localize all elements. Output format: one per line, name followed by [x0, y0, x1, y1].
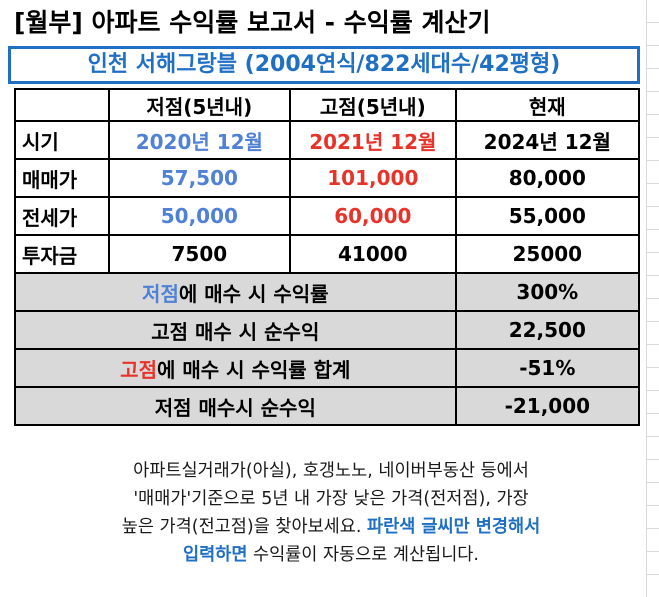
summary-label[interactable]: 고점 매수 시 순수익 [14, 310, 457, 350]
summary-label-text: 고점 매수 시 순수익 [151, 319, 320, 344]
note-line: 아파트실거래가(아실), 호갱노노, 네이버부동산 등에서 [133, 461, 529, 481]
column-header-high[interactable]: 고점(5년내) [289, 88, 457, 122]
summary-label-text: 에 매수 시 수익률 [178, 281, 329, 306]
subtitle-cell[interactable]: 인천 서해그랑블 (2004연식/822세대수/42평형) [8, 46, 640, 84]
note-line: '매매가'기준으로 5년 내 가장 낮은 가격(전저점), 가장 [133, 489, 529, 509]
summary-value[interactable]: -21,000 [454, 386, 641, 426]
summary-label-highlight: 고점 [120, 357, 157, 382]
note-line: 높은 가격(전고점)을 찾아보세요. 파란색 글씨만 변경해서 [22, 513, 640, 541]
high-jeonse-cell[interactable]: 60,000 [289, 196, 457, 236]
column-header-now[interactable]: 현재 [454, 88, 641, 122]
summary-row: 고점에 매수 시 수익률 합계 -51% [14, 348, 641, 388]
row-label[interactable]: 시기 [14, 120, 110, 160]
instruction-note: 아파트실거래가(아실), 호갱노노, 네이버부동산 등에서 '매매가'기준으로 … [22, 457, 640, 569]
high-date-cell[interactable]: 2021년 12월 [289, 120, 457, 160]
high-sale-price-cell[interactable]: 101,000 [289, 158, 457, 198]
table-row: 시기 2020년 12월 2021년 12월 2024년 12월 [14, 120, 641, 160]
row-label[interactable]: 매매가 [14, 158, 110, 198]
summary-label[interactable]: 저점 매수시 순수익 [14, 386, 457, 426]
row-label[interactable]: 투자금 [14, 234, 110, 274]
note-background [14, 440, 640, 590]
summary-label[interactable]: 저점에 매수 시 수익률 [14, 272, 457, 312]
note-emphasis: 파란색 글씨만 변경해서 [367, 517, 541, 537]
summary-value[interactable]: 300% [454, 272, 641, 312]
page-title: [월부] 아파트 수익률 보고서 - 수익률 계산기 [14, 8, 491, 37]
low-investment-cell[interactable]: 7500 [107, 234, 292, 274]
note-emphasis: 입력하면 [183, 545, 248, 565]
now-date-cell[interactable]: 2024년 12월 [454, 120, 641, 160]
sheet-gridlines [646, 0, 659, 597]
now-sale-price-cell[interactable]: 80,000 [454, 158, 641, 198]
corner-cell[interactable] [14, 88, 110, 122]
table-row: 매매가 57,500 101,000 80,000 [14, 158, 641, 198]
note-text: 수익률이 자동으로 계산됩니다. [247, 545, 479, 565]
summary-label-highlight: 저점 [142, 281, 179, 306]
table-row: 투자금 7500 41000 25000 [14, 234, 641, 274]
summary-row: 저점 매수시 순수익 -21,000 [14, 386, 641, 426]
row-label[interactable]: 전세가 [14, 196, 110, 236]
column-header-low[interactable]: 저점(5년내) [107, 88, 292, 122]
summary-label-text: 에 매수 시 수익률 합계 [156, 357, 351, 382]
header-row: 저점(5년내) 고점(5년내) 현재 [14, 88, 641, 122]
low-sale-price-cell[interactable]: 57,500 [107, 158, 292, 198]
note-line: 입력하면 수익률이 자동으로 계산됩니다. [22, 541, 640, 569]
now-jeonse-cell[interactable]: 55,000 [454, 196, 641, 236]
note-text: 높은 가격(전고점)을 찾아보세요. [121, 517, 368, 537]
summary-row: 고점 매수 시 순수익 22,500 [14, 310, 641, 350]
now-investment-cell[interactable]: 25000 [454, 234, 641, 274]
low-date-cell[interactable]: 2020년 12월 [107, 120, 292, 160]
high-investment-cell[interactable]: 41000 [289, 234, 457, 274]
low-jeonse-cell[interactable]: 50,000 [107, 196, 292, 236]
table-row: 전세가 50,000 60,000 55,000 [14, 196, 641, 236]
summary-label[interactable]: 고점에 매수 시 수익률 합계 [14, 348, 457, 388]
summary-label-text: 저점 매수시 순수익 [154, 395, 316, 420]
calculator-table: 저점(5년내) 고점(5년내) 현재 시기 2020년 12월 2021년 12… [14, 88, 641, 426]
summary-value[interactable]: 22,500 [454, 310, 641, 350]
summary-value[interactable]: -51% [454, 348, 641, 388]
summary-row: 저점에 매수 시 수익률 300% [14, 272, 641, 312]
